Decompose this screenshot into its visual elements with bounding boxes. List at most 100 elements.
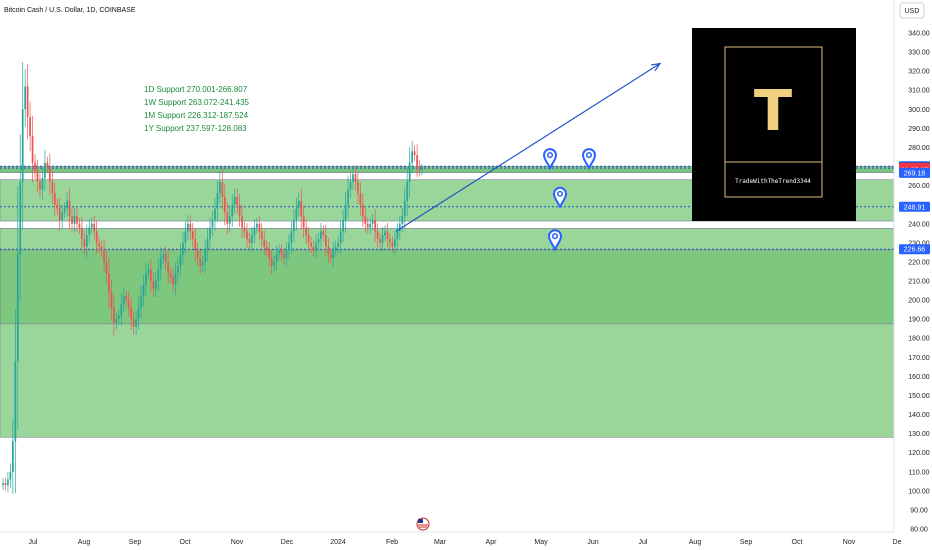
candle-body <box>226 212 229 224</box>
candle-body <box>396 231 399 240</box>
candle-body <box>305 227 308 236</box>
candle-body <box>150 269 152 281</box>
candle-body <box>21 109 24 182</box>
y-tick-label: 260.00 <box>908 183 930 190</box>
x-tick-label: May <box>534 539 548 546</box>
candle-body <box>292 219 295 232</box>
candle-body <box>386 231 389 240</box>
candle-body <box>125 296 128 301</box>
projection-line[interactable] <box>395 63 661 232</box>
candle-body <box>169 273 172 278</box>
candle-body <box>51 181 54 194</box>
candle-body <box>329 254 332 259</box>
candle-body <box>19 181 22 255</box>
candle-body <box>98 242 100 247</box>
candle-body <box>389 239 391 243</box>
candle-body <box>137 307 140 320</box>
candle-body <box>196 250 199 259</box>
candle-body <box>260 231 263 240</box>
candle-body <box>95 231 98 243</box>
candle-body <box>223 197 226 213</box>
location-pin-icon <box>547 229 563 252</box>
candle-body <box>76 216 78 224</box>
candle-body <box>270 258 273 266</box>
candle-body <box>2 483 4 486</box>
candle-body <box>214 208 216 220</box>
price-axis-background <box>894 0 932 550</box>
y-tick-label: 240.00 <box>908 221 930 228</box>
candle-body <box>9 471 12 480</box>
header: Bitcoin Cash / U.S. Dollar, 1D, COINBASE <box>4 7 136 14</box>
candle-body <box>398 223 401 232</box>
candle-body <box>349 181 352 190</box>
projection-arrow[interactable] <box>395 62 662 232</box>
candle-body <box>4 483 7 486</box>
candle-body <box>172 277 174 285</box>
location-pin-icon <box>542 148 558 171</box>
pin-dot <box>551 233 559 240</box>
x-tick-label: De <box>893 539 902 546</box>
candle-body <box>391 242 394 247</box>
candle-body <box>359 193 362 205</box>
candle-body <box>251 235 253 243</box>
pin-dot <box>556 190 564 197</box>
y-tick-label: 310.00 <box>908 88 930 95</box>
y-tick-label: 340.00 <box>908 31 930 38</box>
candle-body <box>334 246 337 251</box>
candle-body <box>283 254 285 259</box>
currency-button[interactable] <box>899 2 925 19</box>
candle-body <box>115 319 118 323</box>
candle-body <box>44 162 46 178</box>
logo-background <box>692 28 856 221</box>
candle-body <box>14 361 17 442</box>
candle-body <box>216 193 219 209</box>
candle-body <box>41 177 44 190</box>
candle-body <box>347 189 349 205</box>
candle-body <box>211 219 214 228</box>
x-tick-label: Oct <box>180 539 191 546</box>
candle-body <box>421 168 423 171</box>
candle-body <box>130 307 133 320</box>
candle-body <box>159 258 162 270</box>
currency-label: USD <box>905 8 920 15</box>
candle-body <box>78 223 81 228</box>
price-tag <box>899 201 930 212</box>
candle-body <box>219 181 221 194</box>
candle-body <box>320 231 322 240</box>
zone-1m-support <box>0 249 895 325</box>
candle-body <box>182 242 184 255</box>
candle-body <box>258 223 261 232</box>
candle-body <box>201 261 204 266</box>
candle-body <box>66 200 68 209</box>
price-axis[interactable]: USD 340.00 330.00 320.00 310.00 300.00 290.00… <box>893 0 932 550</box>
y-tick-label: 190.00 <box>908 317 930 324</box>
candle-body <box>90 223 93 228</box>
candle-body <box>113 307 115 323</box>
candle-body <box>71 216 73 224</box>
candle-body <box>394 239 396 247</box>
candle-body <box>364 216 367 224</box>
candle-body <box>246 231 248 240</box>
y-tick-label: 120.00 <box>908 450 930 457</box>
candle-body <box>317 239 320 243</box>
candle-body <box>122 296 125 304</box>
support-zones <box>0 166 895 438</box>
candle-body <box>310 242 312 247</box>
time-axis[interactable]: Jul Aug Sep Oct Nov Dec 2024 Feb Mar Apr May Jun Jul… <box>0 517 902 546</box>
y-tick-label: 160.00 <box>908 374 930 381</box>
candle-body <box>371 219 374 224</box>
us-flag-icon[interactable] <box>416 517 430 531</box>
candle-body <box>209 227 211 240</box>
candle-body <box>418 166 421 171</box>
candle-body <box>73 216 76 224</box>
candle-body <box>243 227 246 232</box>
candle-body <box>46 162 49 167</box>
candle-body <box>34 162 36 171</box>
candle-body <box>278 250 280 255</box>
candle-body <box>16 254 19 362</box>
candle-body <box>288 242 290 251</box>
candle-body <box>384 231 386 236</box>
candle-body <box>413 151 416 156</box>
candle-body <box>403 200 406 217</box>
